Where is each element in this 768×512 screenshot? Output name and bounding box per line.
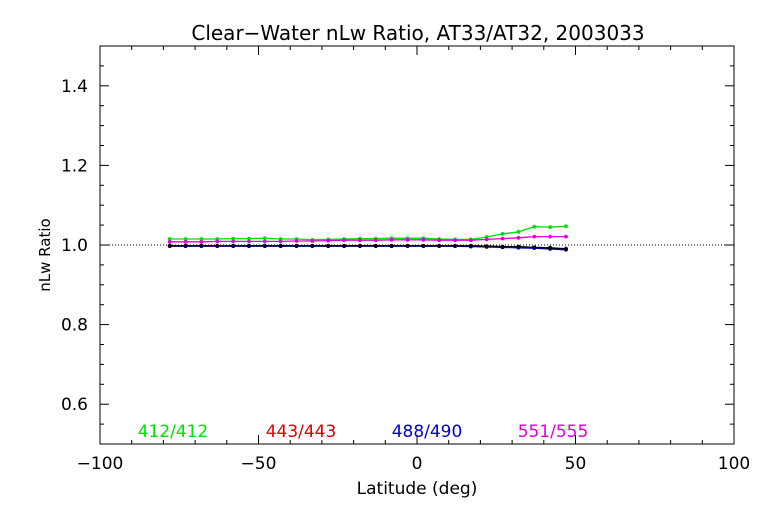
data-point [484, 244, 489, 249]
data-point [548, 225, 553, 229]
data-point [437, 243, 442, 248]
data-point [532, 234, 537, 239]
data-point [373, 238, 378, 243]
series-line [169, 225, 567, 241]
data-point [183, 243, 188, 248]
data-point [231, 239, 236, 244]
series-layer [167, 224, 568, 252]
legend: 412/412 443/443 488/490 551/555 [138, 422, 589, 442]
y-tick-label: 1.2 [61, 156, 88, 176]
series-line [169, 245, 567, 250]
data-point [215, 243, 220, 248]
x-tick-label: −100 [77, 454, 124, 474]
data-point [421, 243, 426, 248]
data-point [564, 234, 568, 239]
data-point [278, 239, 283, 244]
series-line [169, 235, 566, 243]
ticks-layer: −100 −50 0 50 100 0.6 0.8 1.0 1.2 1.4 [61, 45, 750, 474]
data-point [294, 239, 299, 243]
data-point [516, 244, 521, 249]
data-point [453, 243, 457, 248]
x-axis-label: Latitude (deg) [357, 479, 478, 499]
data-point [262, 236, 267, 241]
legend-entry: 488/490 [392, 422, 463, 442]
series-551-555 [167, 234, 568, 244]
data-point [342, 243, 346, 248]
data-point [468, 238, 473, 243]
x-tick-label: 100 [718, 454, 750, 474]
data-point [167, 243, 172, 248]
data-point [468, 243, 473, 248]
data-point [358, 238, 362, 243]
data-point [326, 238, 331, 243]
data-point [310, 243, 315, 248]
data-point [215, 239, 220, 244]
x-tick-label: −50 [241, 454, 277, 474]
data-point [199, 237, 204, 241]
data-point [437, 238, 442, 243]
data-point [516, 229, 521, 234]
legend-entry: 551/555 [518, 422, 589, 442]
data-point [516, 235, 521, 240]
x-tick-label: 50 [565, 454, 587, 474]
data-point [532, 245, 537, 250]
data-point [231, 236, 236, 241]
data-point [310, 239, 315, 243]
data-point [564, 224, 568, 229]
y-tick-label: 0.6 [61, 395, 88, 415]
data-point [262, 239, 267, 244]
data-point [326, 243, 331, 248]
plot-frame [99, 45, 735, 445]
data-point [183, 237, 188, 241]
data-point [247, 239, 251, 244]
y-axis-label: nLw Ratio [36, 218, 54, 291]
data-point [564, 247, 568, 251]
series-black [167, 243, 568, 251]
data-point [500, 244, 505, 249]
x-tick-label: 0 [412, 454, 423, 474]
data-point [247, 243, 251, 248]
data-point [342, 238, 346, 243]
data-point [484, 237, 489, 242]
data-point [262, 243, 267, 248]
data-point [247, 236, 251, 241]
y-tick-label: 0.8 [61, 316, 88, 336]
data-point [389, 243, 394, 248]
data-point [532, 224, 537, 229]
data-point [548, 245, 553, 250]
data-point [405, 237, 410, 242]
data-point [278, 243, 283, 248]
data-point [183, 239, 188, 244]
data-point [294, 243, 299, 248]
legend-entry: 412/412 [138, 422, 209, 442]
data-point [167, 239, 172, 244]
data-point [500, 236, 505, 241]
data-point [500, 231, 505, 236]
chart-title: Clear−Water nLw Ratio, AT33/AT32, 200303… [191, 21, 644, 45]
y-tick-label: 1.0 [61, 236, 88, 256]
data-point [199, 243, 204, 248]
data-point [358, 243, 362, 248]
data-point [167, 237, 172, 241]
legend-entry: 443/443 [266, 422, 337, 442]
data-point [405, 243, 410, 248]
data-point [421, 237, 426, 242]
data-point [373, 243, 378, 248]
y-tick-label: 1.4 [61, 77, 88, 97]
data-point [389, 237, 394, 242]
data-point [548, 234, 553, 239]
series-412-412 [167, 224, 568, 242]
data-point [199, 239, 204, 244]
data-point [453, 238, 457, 243]
data-point [231, 243, 236, 248]
